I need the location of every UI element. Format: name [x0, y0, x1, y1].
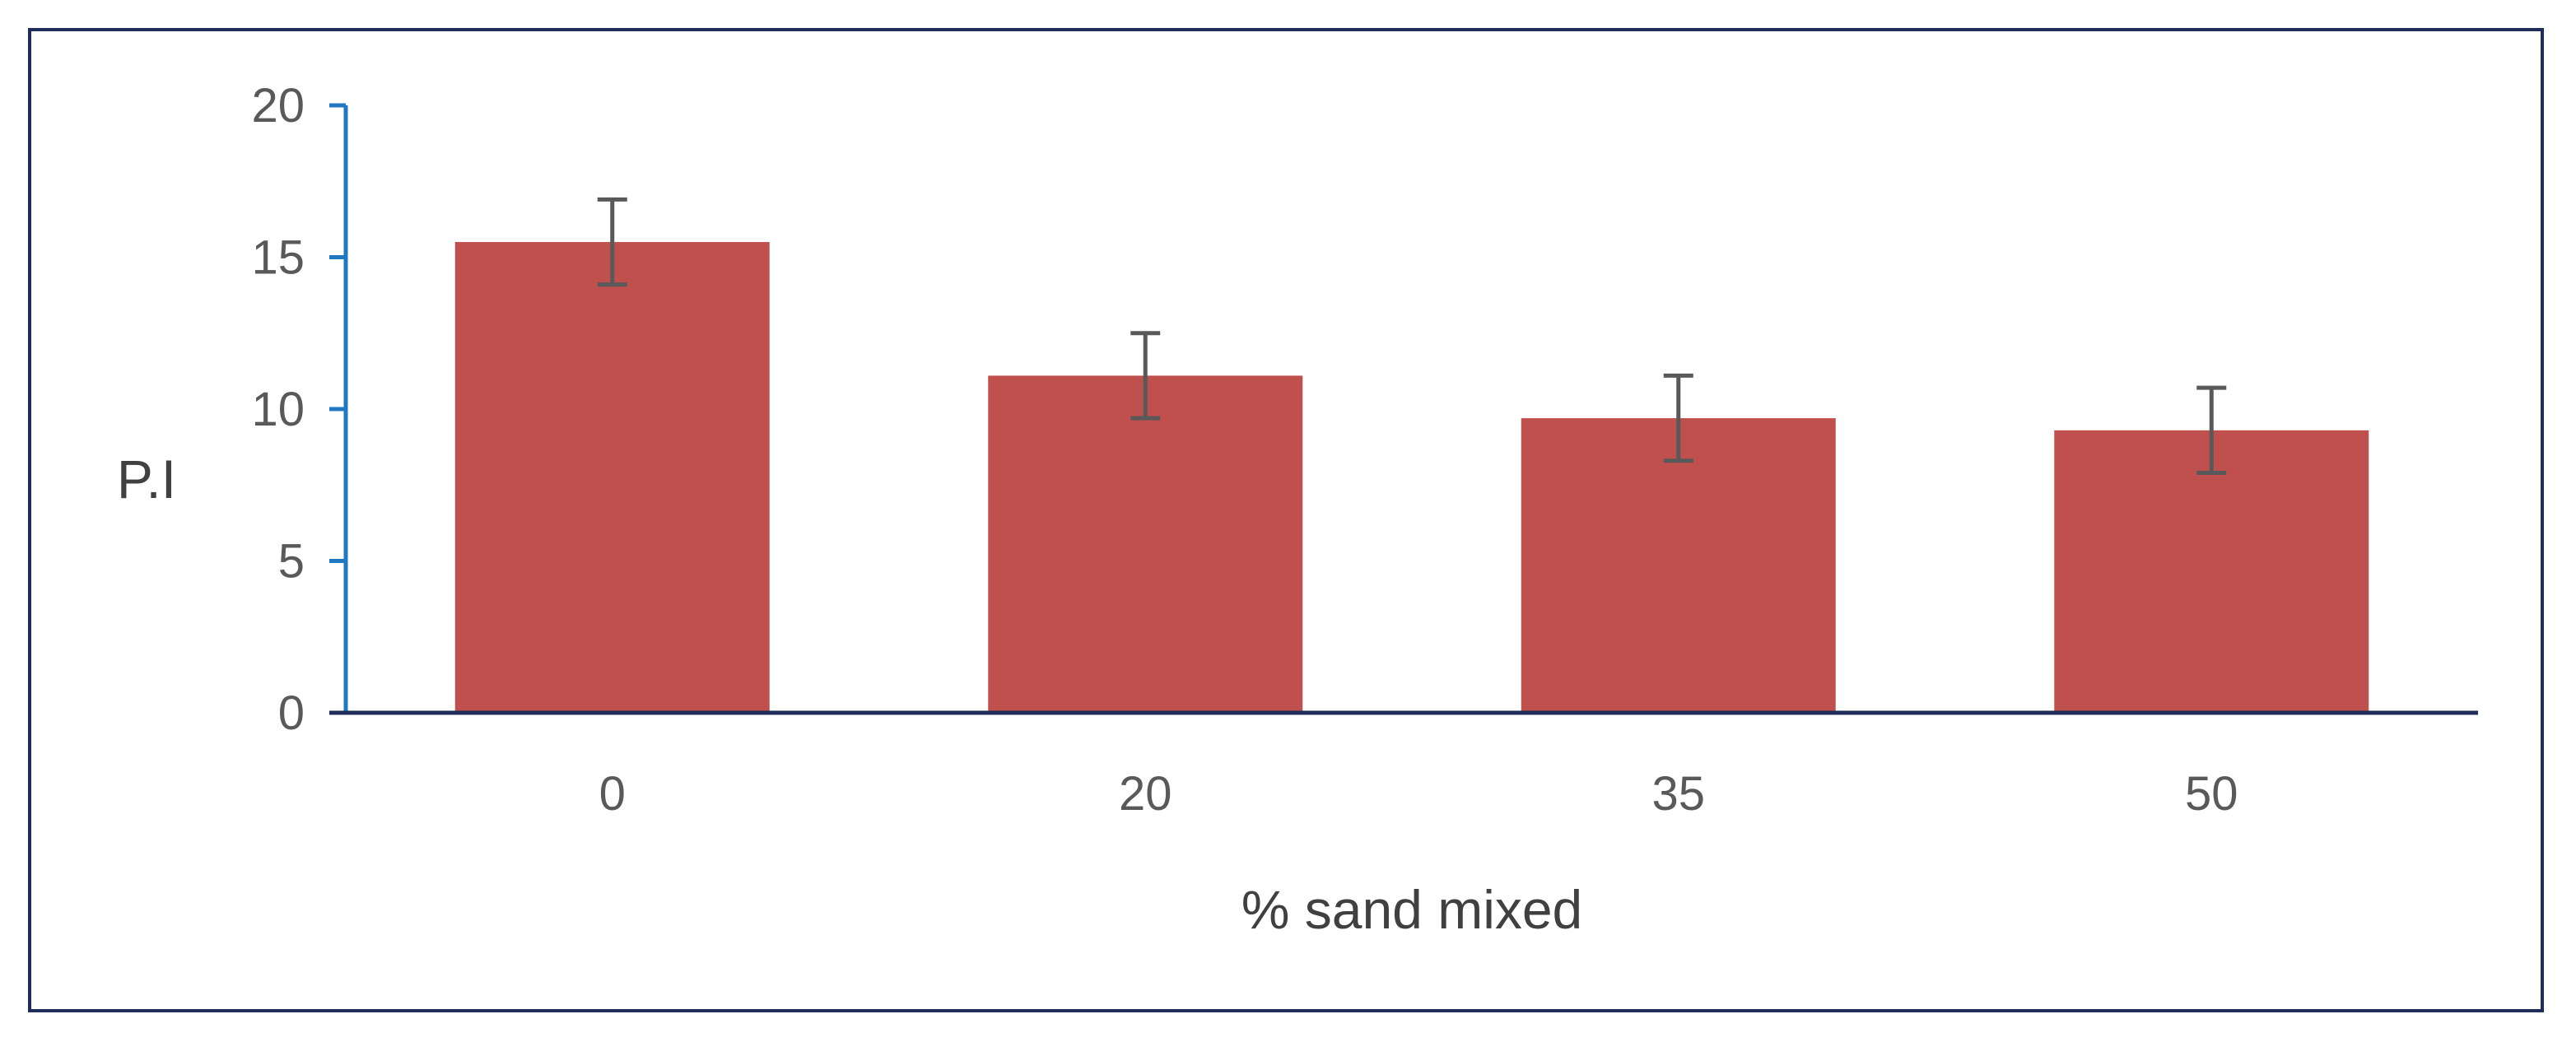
y-tick-label: 5 — [278, 535, 305, 588]
y-axis-ticks: 0 5 10 15 20 — [251, 79, 346, 740]
bar-35 — [1521, 418, 1836, 713]
x-tick-label: 20 — [1119, 767, 1172, 821]
y-axis-title: P.I — [117, 449, 176, 509]
bar-50 — [2054, 430, 2369, 713]
error-bar-0 — [597, 197, 627, 287]
error-bar-50 — [2196, 385, 2227, 475]
error-bar-35 — [1663, 373, 1693, 463]
y-tick-label: 10 — [251, 383, 305, 436]
error-bar-20 — [1130, 331, 1161, 421]
x-tick-label: 50 — [2185, 767, 2238, 821]
x-tick-label: 35 — [1651, 767, 1705, 821]
bars — [454, 242, 2369, 713]
bar-20 — [988, 375, 1303, 713]
x-axis-title: % sand mixed — [1241, 879, 1583, 940]
y-tick-label: 0 — [278, 686, 305, 740]
y-tick-label: 15 — [251, 231, 305, 285]
x-tick-label: 0 — [599, 767, 626, 821]
error-bars — [597, 197, 2227, 475]
x-axis-ticks: 0 20 35 50 — [599, 767, 2238, 821]
y-tick-label: 20 — [251, 79, 305, 133]
bar-0 — [454, 242, 770, 713]
